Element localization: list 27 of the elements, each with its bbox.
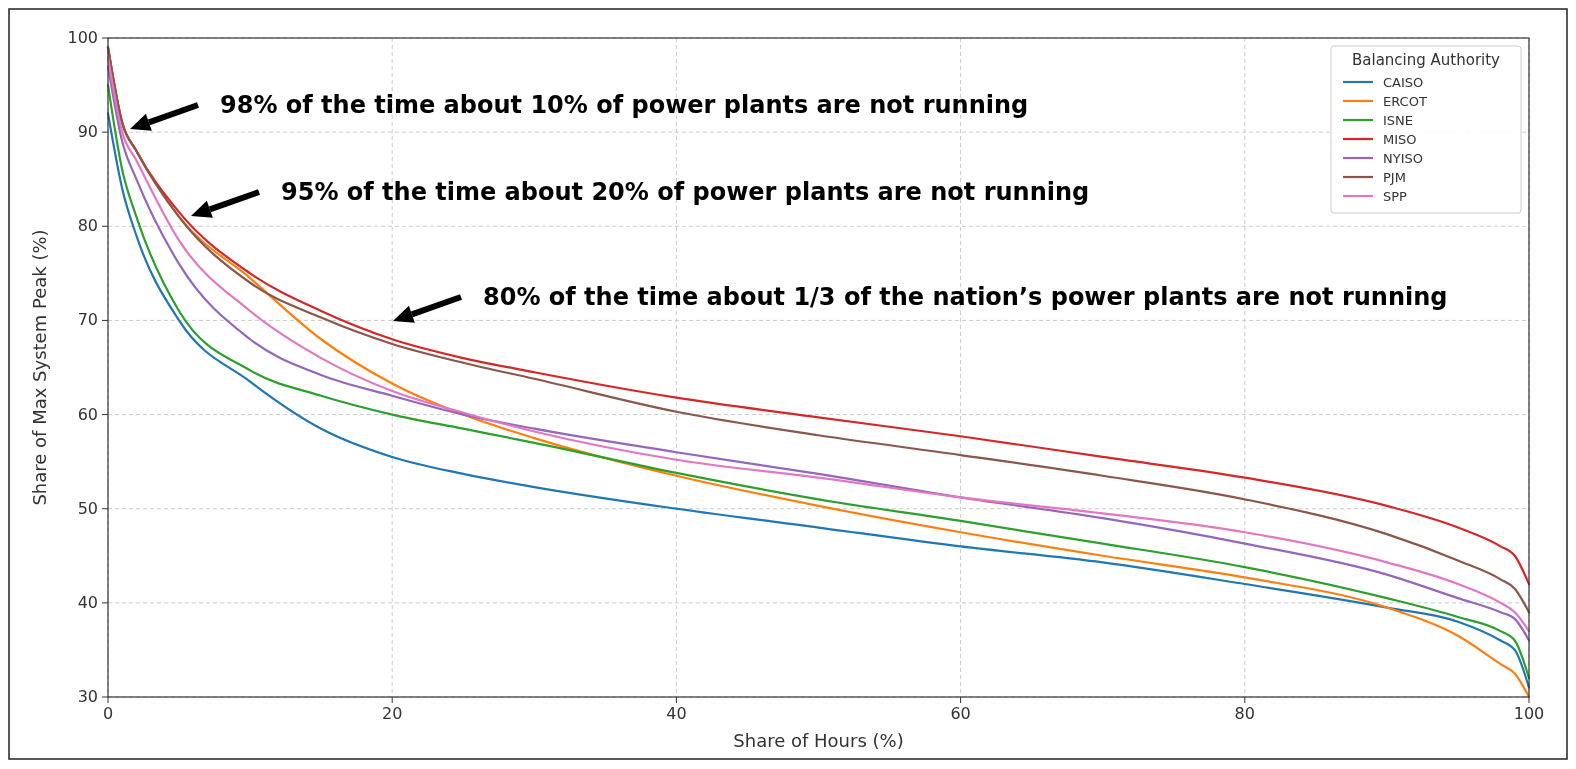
y-tick-label: 30 (77, 687, 98, 706)
x-tick-label: 100 (1513, 704, 1545, 723)
x-tick-label: 0 (102, 704, 114, 723)
x-axis-title: Share of Hours (%) (733, 730, 904, 751)
legend-label: PJM (1383, 170, 1406, 185)
y-tick-label: 60 (77, 404, 98, 424)
legend-title: Balancing Authority (1352, 51, 1501, 69)
y-tick-label: 50 (77, 498, 98, 518)
y-tick-label: 100 (67, 28, 98, 47)
y-tick-label: 90 (77, 122, 98, 142)
legend-label: MISO (1383, 132, 1417, 147)
x-tick-label: 80 (1234, 704, 1255, 723)
legend-label: ISNE (1383, 113, 1414, 128)
annotation: 80% of the time about 1/3 of the nation’s power plants are not running (483, 283, 1448, 311)
legend-label: SPP (1383, 189, 1408, 204)
annotation: 98% of the time about 10% of power plants are not running (220, 91, 1029, 119)
annotation: 95% of the time about 20% of power plants are not running (281, 178, 1090, 206)
x-tick-label: 60 (950, 704, 971, 723)
y-tick-label: 80 (77, 216, 98, 236)
x-tick-label: 40 (666, 704, 687, 723)
legend-label: ERCOT (1383, 94, 1427, 109)
legend-label: NYISO (1383, 151, 1423, 166)
y-tick-label: 70 (77, 310, 98, 330)
legend-label: CAISO (1383, 75, 1424, 90)
y-tick-label: 40 (77, 592, 98, 612)
y-axis-title: Share of Max System Peak (%) (29, 229, 50, 506)
x-tick-label: 20 (382, 704, 403, 723)
